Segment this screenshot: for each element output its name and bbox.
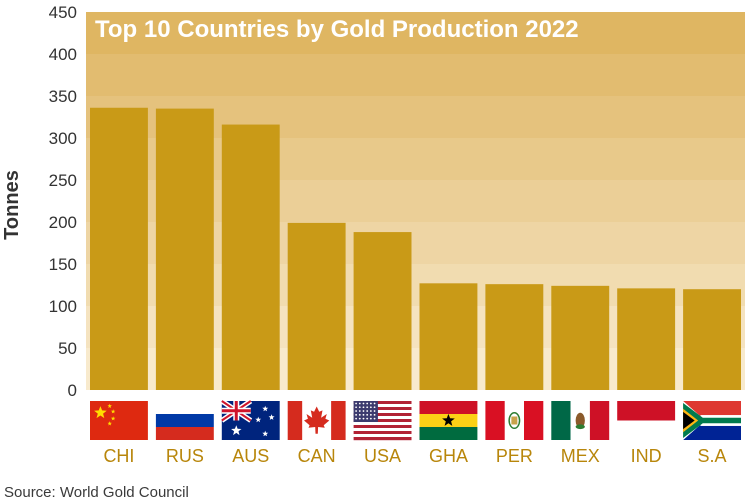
- x-tick-label: GHA: [429, 446, 468, 466]
- y-tick-label: 450: [49, 3, 77, 22]
- bar: [221, 124, 280, 390]
- y-tick-label: 400: [49, 45, 77, 64]
- source-note: Source: World Gold Council: [4, 484, 189, 501]
- bar: [419, 283, 478, 390]
- mexico-flag: [551, 401, 610, 440]
- bar: [485, 284, 544, 390]
- indonesia-flag: [617, 401, 676, 440]
- bar: [617, 288, 676, 390]
- canada-flag: [287, 401, 346, 440]
- bar: [90, 107, 148, 390]
- y-tick-label: 350: [49, 87, 77, 106]
- y-tick-label: 150: [49, 255, 77, 274]
- y-axis-label: Tonnes: [1, 170, 23, 240]
- x-tick-label: USA: [364, 446, 401, 466]
- y-tick-label: 50: [58, 339, 77, 358]
- x-tick-label: CAN: [298, 446, 336, 466]
- x-axis-ticks: CHI RUS AUS CAN USA GHA PER MEX IND S.A: [103, 446, 726, 466]
- y-tick-label: 0: [68, 381, 77, 400]
- flags: [90, 398, 741, 441]
- background-band: [86, 12, 745, 54]
- y-axis-ticks: 0 50 100 150 200 250 300 350 400 450: [49, 3, 77, 400]
- x-tick-label: S.A: [698, 446, 727, 466]
- y-tick-label: 250: [49, 171, 77, 190]
- russia-flag: [155, 401, 214, 440]
- x-tick-label: CHI: [103, 446, 134, 466]
- bars: [90, 107, 741, 390]
- peru-flag: [485, 401, 544, 440]
- bar-chart: 0 50 100 150 200 250 300 350 400 450 Tonnes CHI RU…: [1, 3, 745, 466]
- x-tick-label: MEX: [561, 446, 600, 466]
- y-tick-label: 300: [49, 129, 77, 148]
- x-tick-label: IND: [631, 446, 662, 466]
- y-tick-label: 100: [49, 297, 77, 316]
- ghana-flag: [419, 401, 478, 440]
- china-flag: [90, 401, 148, 440]
- usa-flag: [353, 401, 412, 441]
- bar: [287, 222, 346, 390]
- chart-title: Top 10 Countries by Gold Production 2022: [95, 16, 579, 43]
- australia-flag: [220, 398, 280, 440]
- bar: [353, 232, 412, 390]
- background-band: [86, 54, 745, 96]
- x-tick-label: PER: [496, 446, 533, 466]
- bar: [683, 289, 741, 390]
- y-tick-label: 200: [49, 213, 77, 232]
- x-tick-label: RUS: [166, 446, 204, 466]
- bar: [155, 108, 214, 390]
- bar: [551, 285, 610, 390]
- south-africa-flag: [683, 401, 741, 440]
- x-tick-label: AUS: [232, 446, 269, 466]
